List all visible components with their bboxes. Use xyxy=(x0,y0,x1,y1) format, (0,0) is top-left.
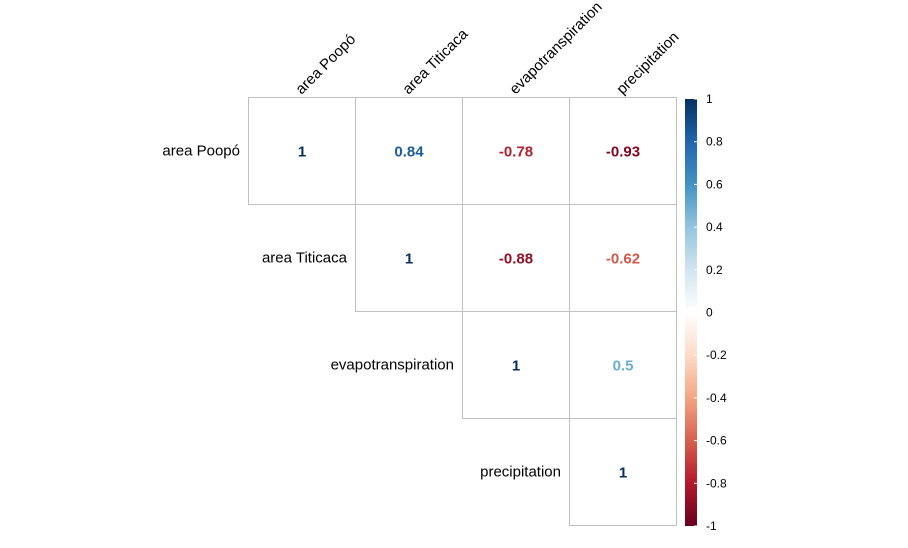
corr-value-label: 1 xyxy=(619,465,627,482)
color-legend: 1 0.8 0.6 0.4 0.2 0 -0.2 -0.4 -0.6 -0.8 -1 xyxy=(685,92,727,533)
corr-value-label: 0.5 xyxy=(613,358,634,375)
colorbar-ticks: 1 0.8 0.6 0.4 0.2 0 -0.2 -0.4 -0.6 -0.8 -1 xyxy=(694,92,727,533)
colorbar-tick-label: -0.4 xyxy=(706,391,727,405)
corr-cell-0-2 xyxy=(462,97,570,205)
corr-value-label: -0.93 xyxy=(606,144,640,161)
colorbar-tick-label: 0.4 xyxy=(706,220,723,234)
corr-cell-1-1 xyxy=(355,204,463,312)
correlation-cells: 1 0.84 -0.78 -0.93 1 -0.88 -0.62 1 0.5 1 xyxy=(248,97,677,526)
column-label: area Titicaca xyxy=(399,25,472,98)
corr-cell-0-1 xyxy=(355,97,463,205)
row-label: precipitation xyxy=(480,464,561,481)
corr-cell-3-3 xyxy=(569,418,677,526)
colorbar-tick-label: -0.6 xyxy=(706,434,727,448)
colorbar-tick-label: -1 xyxy=(706,519,717,533)
column-label: evapotranspiration xyxy=(506,0,605,98)
corr-cell-2-2 xyxy=(462,311,570,419)
corr-value-label: -0.62 xyxy=(606,251,640,268)
colorbar-tick-label: 0.8 xyxy=(706,135,723,149)
corr-value-label: 1 xyxy=(298,144,306,161)
corr-value-label: -0.78 xyxy=(499,144,533,161)
corr-cell-0-3 xyxy=(569,97,677,205)
corr-cell-0-0 xyxy=(248,97,356,205)
row-labels: area Poopó area Titicaca evapotranspiratio… xyxy=(162,143,561,481)
colorbar-tick-label: 0.2 xyxy=(706,263,723,277)
colorbar-tick-label: -0.2 xyxy=(706,348,727,362)
column-label: area Poopó xyxy=(292,31,359,98)
colorbar-gradient xyxy=(685,99,697,526)
corr-value-label: 1 xyxy=(405,251,413,268)
column-label: precipitation xyxy=(613,29,682,98)
row-label: evapotranspiration xyxy=(331,357,454,374)
column-labels: area Poopó area Titicaca evapotranspiratio… xyxy=(292,0,682,98)
corr-value-label: -0.88 xyxy=(499,251,533,268)
row-label: area Poopó xyxy=(162,143,240,160)
corr-value-label: 0.84 xyxy=(394,144,424,161)
corr-value-label: 1 xyxy=(512,358,520,375)
colorbar-tick-label: 0.6 xyxy=(706,177,723,191)
colorbar-tick-label: -0.8 xyxy=(706,476,727,490)
colorbar-tick-label: 0 xyxy=(706,306,713,320)
corr-cell-1-2 xyxy=(462,204,570,312)
row-label: area Titicaca xyxy=(262,250,348,267)
colorbar-tick-label: 1 xyxy=(706,92,713,106)
